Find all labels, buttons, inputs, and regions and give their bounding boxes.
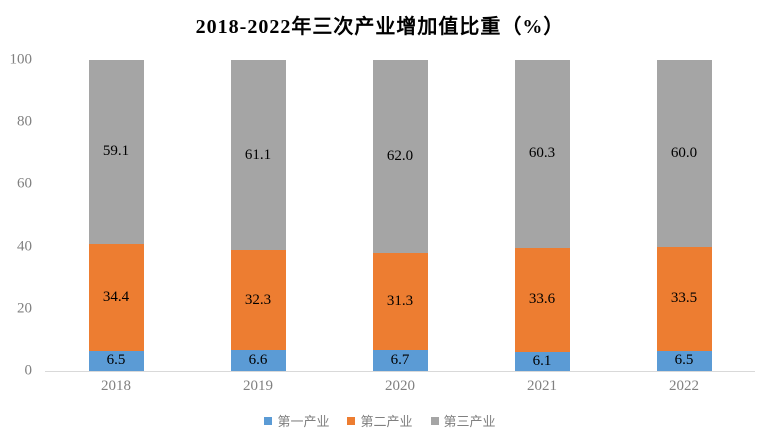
bar-2022: 60.0 33.5 6.5: [613, 60, 755, 371]
data-label: 60.0: [670, 144, 698, 161]
bar-segment: 6.1: [514, 352, 570, 371]
data-label: 31.3: [386, 292, 414, 309]
data-label: 6.5: [106, 352, 126, 369]
data-label: 62.0: [386, 147, 414, 164]
plot-area: 59.1 34.4 6.5 61.1 32.3 6.6 62.0 31.3 6.7 60.3 33.…: [45, 60, 755, 372]
chart-title: 2018-2022年三次产业增加值比重（%）: [195, 16, 565, 38]
y-tick-label: 100: [9, 51, 33, 68]
legend-marker-icon: [264, 416, 273, 425]
y-tick-label: 80: [17, 113, 32, 130]
y-tick-label: 20: [17, 300, 32, 317]
legend-label: 第一产业: [277, 414, 330, 429]
x-axis: 2018 2019 2020 2021 2022: [45, 378, 755, 395]
stacked-bar: 60.3 33.6 6.1: [514, 60, 570, 371]
bar-2021: 60.3 33.6 6.1: [471, 60, 613, 371]
data-label: 61.1: [244, 146, 272, 163]
legend-label: 第三产业: [443, 414, 496, 429]
x-tick-label: 2019: [243, 378, 273, 394]
bar-segment: 33.6: [514, 247, 570, 353]
x-tick-label: 2021: [527, 378, 557, 394]
x-tick-label: 2022: [669, 378, 699, 394]
data-label: 60.3: [528, 145, 556, 162]
bar-2020: 62.0 31.3 6.7: [329, 60, 471, 371]
data-label: 6.1: [532, 353, 552, 369]
legend-item: 第一产业: [264, 411, 329, 430]
bar-2019: 61.1 32.3 6.6: [187, 60, 329, 371]
x-tick-label: 2020: [385, 378, 415, 394]
data-label: 32.3: [244, 291, 272, 308]
bar-segment: 60.3: [514, 60, 570, 248]
bar-segment: 34.4: [88, 243, 144, 351]
y-tick-label: 60: [17, 175, 32, 192]
stacked-bar: 60.0 33.5 6.5: [656, 60, 712, 371]
y-tick-label: 0: [24, 362, 33, 379]
bar-2018: 59.1 34.4 6.5: [45, 60, 187, 371]
x-tick-label: 2018: [101, 378, 131, 394]
data-label: 59.1: [102, 143, 130, 160]
bar-segment: 59.1: [88, 60, 144, 244]
data-label: 6.7: [390, 352, 410, 369]
bar-segment: 6.5: [88, 350, 144, 371]
bar-segment: 62.0: [372, 60, 428, 253]
y-axis: 0 20 40 60 80 100: [0, 52, 38, 378]
data-label: 6.5: [674, 352, 694, 369]
legend-marker-icon: [430, 416, 439, 425]
data-label: 33.5: [670, 290, 698, 307]
data-label: 6.6: [248, 352, 268, 369]
legend-label: 第二产业: [360, 414, 413, 429]
legend: 第一产业 第二产业 第三产业: [0, 411, 760, 430]
bar-segment: 60.0: [656, 60, 712, 247]
legend-item: 第三产业: [430, 411, 496, 430]
data-label: 34.4: [102, 288, 130, 305]
bar-segment: 33.5: [656, 246, 712, 351]
bar-segment: 32.3: [230, 250, 286, 351]
data-label: 33.6: [528, 291, 556, 308]
stacked-bar: 62.0 31.3 6.7: [372, 60, 428, 371]
stacked-bar: 61.1 32.3 6.6: [230, 60, 286, 371]
legend-item: 第二产业: [347, 411, 413, 430]
bar-segment: 61.1: [230, 60, 286, 251]
bar-segment: 6.5: [656, 350, 712, 371]
y-tick-label: 40: [17, 238, 32, 255]
bar-segment: 6.6: [230, 350, 286, 371]
legend-marker-icon: [347, 416, 356, 425]
bar-segment: 6.7: [372, 350, 428, 371]
stacked-bar: 59.1 34.4 6.5: [88, 60, 144, 371]
bar-segment: 31.3: [372, 252, 428, 351]
